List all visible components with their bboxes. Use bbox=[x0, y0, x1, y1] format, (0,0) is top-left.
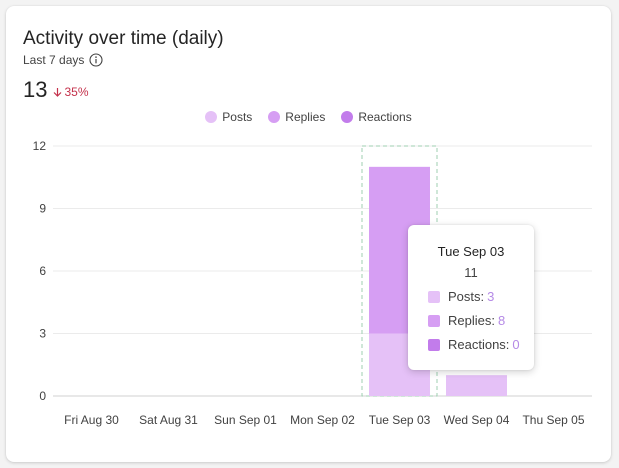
tooltip-value-posts: 3 bbox=[487, 289, 495, 304]
tooltip-row-posts: Posts: 3 bbox=[428, 289, 494, 304]
x-tick-label: Wed Sep 04 bbox=[444, 413, 510, 427]
subtitle: Last 7 days bbox=[23, 53, 85, 67]
legend-swatch-replies bbox=[268, 111, 281, 123]
y-tick-label: 9 bbox=[39, 202, 46, 216]
info-icon[interactable] bbox=[89, 53, 103, 67]
x-tick-label: Sun Sep 01 bbox=[214, 413, 277, 427]
y-tick-label: 6 bbox=[39, 264, 46, 278]
x-tick-label: Mon Sep 02 bbox=[290, 413, 355, 427]
card-title: Activity over time (daily) bbox=[23, 28, 224, 49]
tooltip-swatch-reactions bbox=[428, 338, 440, 351]
arrow-down-icon bbox=[54, 88, 62, 97]
chart-tooltip: Tue Sep 03 11 Posts: 3 Replies: 8 Reaction… bbox=[408, 225, 534, 370]
legend-label-reactions: Reactions bbox=[358, 110, 412, 124]
y-tick-label: 0 bbox=[39, 389, 46, 403]
metric-value: 13 bbox=[23, 77, 48, 102]
x-tick-label: Tue Sep 03 bbox=[369, 413, 431, 427]
chart-legend: Posts Replies Reactions bbox=[6, 110, 611, 124]
x-tick-label: Fri Aug 30 bbox=[64, 413, 119, 427]
legend-item-reactions[interactable]: Reactions bbox=[341, 110, 412, 124]
tooltip-swatch-posts bbox=[428, 290, 440, 303]
tooltip-date: Tue Sep 03 bbox=[437, 244, 505, 259]
x-tick-label: Sat Aug 31 bbox=[139, 413, 198, 427]
legend-swatch-posts bbox=[205, 111, 218, 123]
legend-item-posts[interactable]: Posts bbox=[205, 110, 252, 124]
legend-label-posts: Posts bbox=[222, 110, 253, 124]
metric-change-value: 35% bbox=[64, 85, 89, 99]
legend-item-replies[interactable]: Replies bbox=[268, 110, 325, 124]
tooltip-row-replies: Replies: 8 bbox=[428, 313, 505, 328]
activity-card: Activity over time (daily) Last 7 days 1… bbox=[6, 6, 611, 462]
y-tick-label: 12 bbox=[33, 139, 47, 153]
tooltip-label-posts: Posts: 3 bbox=[448, 289, 495, 304]
y-tick-label: 3 bbox=[39, 327, 46, 341]
tooltip-row-reactions: Reactions: 0 bbox=[428, 337, 520, 352]
metric-change: 35% bbox=[53, 85, 89, 99]
legend-label-replies: Replies bbox=[285, 110, 326, 124]
tooltip-total: 11 bbox=[464, 265, 478, 280]
legend-swatch-reactions bbox=[341, 111, 354, 123]
tooltip-label-replies: Replies: 8 bbox=[448, 313, 506, 328]
tooltip-swatch-replies bbox=[428, 314, 440, 327]
bar-posts bbox=[446, 375, 507, 396]
tooltip-value-replies: 8 bbox=[497, 313, 506, 328]
metric-row: 13 35% bbox=[23, 77, 89, 103]
tooltip-value-reactions: 0 bbox=[512, 337, 520, 352]
subtitle-row: Last 7 days bbox=[23, 53, 103, 67]
tooltip-label-reactions: Reactions: 0 bbox=[448, 337, 520, 352]
x-tick-label: Thu Sep 05 bbox=[522, 413, 584, 427]
